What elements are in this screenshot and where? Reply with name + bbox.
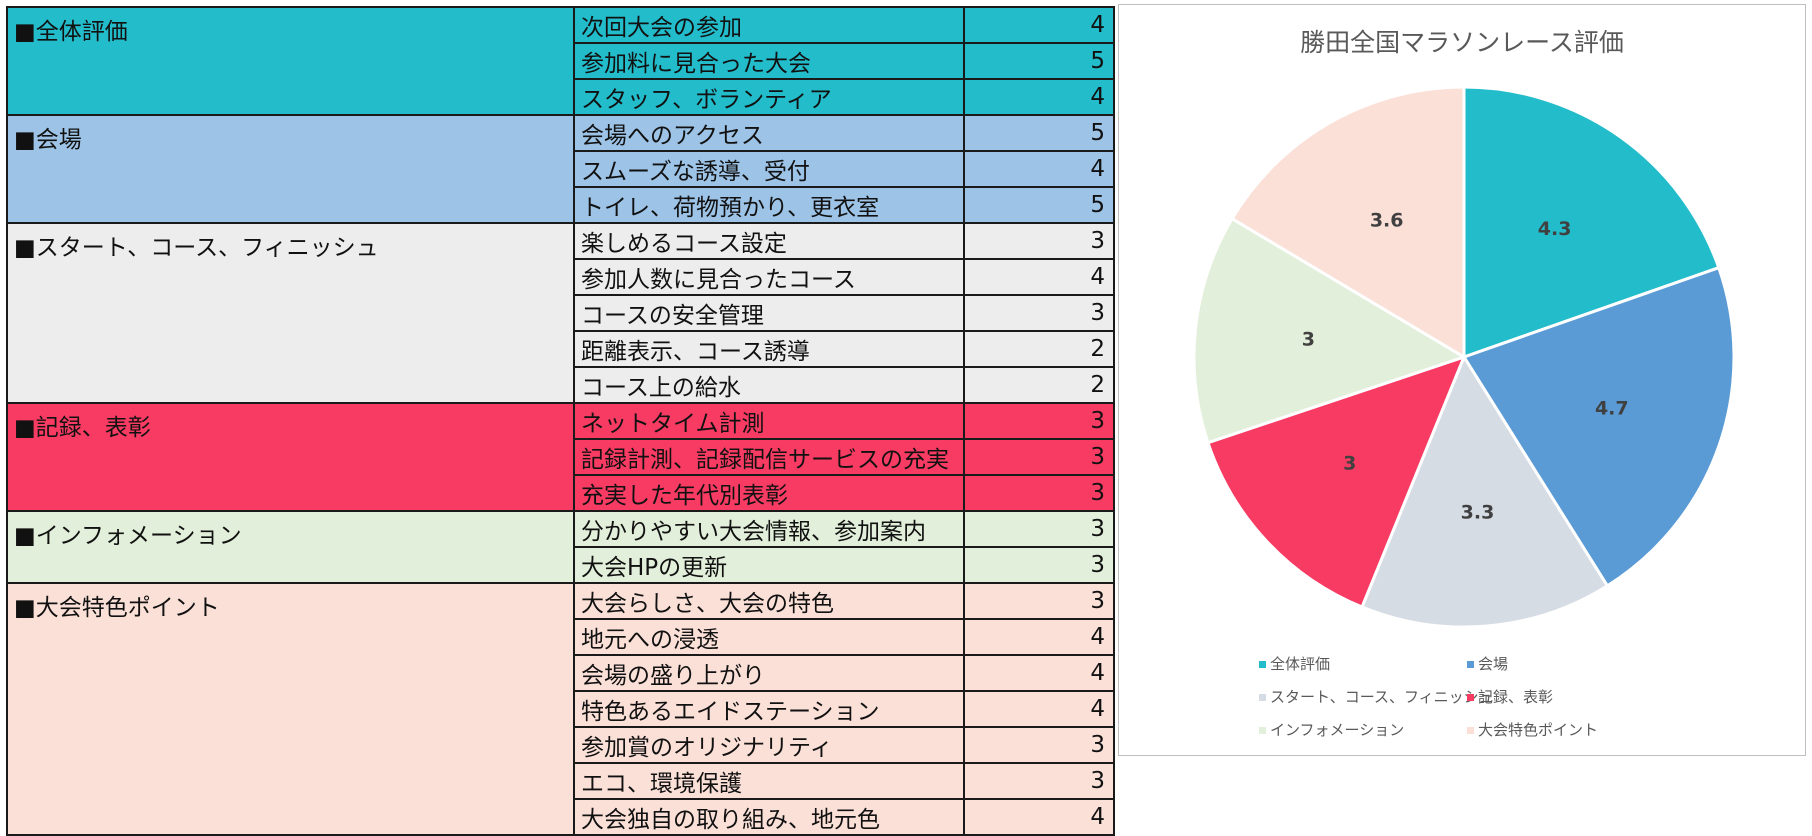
table-row: ■会場 会場へのアクセス 5 [6,114,1115,224]
item-cell: コース上の給水 [573,366,965,404]
item-cell: 大会独自の取り組み、地元色 [573,798,965,836]
score-cell: 4 [963,690,1115,728]
item-cell: 距離表示、コース誘導 [573,330,965,368]
item-cell: 楽しめるコース設定 [573,222,965,260]
pie-chart-panel: 勝田全国マラソンレース評価 4.3 4.7 3.3 3 3 3.6 全体評価 会場 スタート、… [1118,4,1806,756]
pie-chart: 4.3 4.7 3.3 3 3 3.6 [1192,85,1736,629]
item-cell: エコ、環境保護 [573,762,965,800]
item-cell: 参加料に見合った大会 [573,42,965,80]
score-cell: 4 [963,654,1115,692]
item-cell: ネットタイム計測 [573,402,965,440]
item-cell: スムーズな誘導、受付 [573,150,965,188]
pie-slice [1230,85,1466,360]
score-table-sheet: ■全体評価 次回大会の参加 4 参加料に見合った大会 5 スタッフ、ボランティア 4 ■会場会… [6,6,1115,836]
category-cell: ■インフォメーション [6,510,575,584]
score-cell: 4 [963,6,1115,44]
score-table: ■全体評価 次回大会の参加 4 参加料に見合った大会 5 スタッフ、ボランティア 4 ■会場会… [6,6,1115,836]
item-cell: 分かりやすい大会情報、参加案内 [573,510,965,548]
item-cell: スタッフ、ボランティア [573,78,965,116]
score-cell: 3 [963,510,1115,548]
category-cell: ■スタート、コース、フィニッシュ [6,222,575,404]
table-row: ■インフォメーション 分かりやすい大会情報、参加案内 3 [6,510,1115,584]
pie-slice [1192,216,1468,445]
score-cell: 4 [963,150,1115,188]
score-cell: 2 [963,330,1115,368]
category-cell: ■会場 [6,114,575,224]
table-row: ■全体評価 次回大会の参加 4 [6,6,1115,116]
score-cell: 3 [963,438,1115,476]
table-row: ■大会特色ポイント 大会らしさ、大会の特色 3 [6,582,1115,836]
data-label: 4.3 [1538,218,1572,240]
item-cell: 特色あるエイドステーション [573,690,965,728]
item-cell: 参加賞のオリジナリティ [573,726,965,764]
category-cell: ■記録、表彰 [6,402,575,512]
score-cell: 4 [963,618,1115,656]
chart-title: 勝田全国マラソンレース評価 [1300,28,1624,57]
pie-slice [1461,265,1736,588]
score-cell: 3 [963,474,1115,512]
item-cell: 会場へのアクセス [573,114,965,152]
pie-slice [1206,354,1467,609]
data-label: 3.6 [1370,209,1404,231]
pie-slice [1360,353,1610,629]
score-cell: 4 [963,798,1115,836]
item-cell: 大会らしさ、大会の特色 [573,582,965,620]
score-cell: 3 [963,222,1115,260]
item-cell: 参加人数に見合ったコース [573,258,965,296]
item-cell: コースの安全管理 [573,294,965,332]
data-label: 3 [1302,329,1315,351]
score-cell: 4 [963,78,1115,116]
score-cell: 3 [963,294,1115,332]
score-cell: 5 [963,42,1115,80]
category-cell: ■全体評価 [6,6,575,116]
score-cell: 4 [963,258,1115,296]
score-cell: 5 [963,186,1115,224]
table-row: ■記録、表彰 ネットタイム計測 3 [6,402,1115,512]
item-cell: 充実した年代別表彰 [573,474,965,512]
table-row: ■スタート、コース、フィニッシュ 楽しめるコース設定 3 [6,222,1115,404]
item-cell: 次回大会の参加 [573,6,965,44]
score-cell: 3 [963,582,1115,620]
item-cell: 記録計測、記録配信サービスの充実 [573,438,965,476]
data-label: 3.3 [1461,502,1495,524]
item-cell: 大会HPの更新 [573,546,965,584]
score-cell: 3 [963,726,1115,764]
score-cell: 3 [963,546,1115,584]
score-cell: 3 [963,762,1115,800]
item-cell: 地元への浸透 [573,618,965,656]
data-label: 4.7 [1595,397,1629,419]
score-cell: 3 [963,402,1115,440]
score-cell: 2 [963,366,1115,404]
item-cell: トイレ、荷物預かり、更衣室 [573,186,965,224]
category-cell: ■大会特色ポイント [6,582,575,836]
score-cell: 5 [963,114,1115,152]
data-label: 3 [1343,453,1356,475]
item-cell: 会場の盛り上がり [573,654,965,692]
